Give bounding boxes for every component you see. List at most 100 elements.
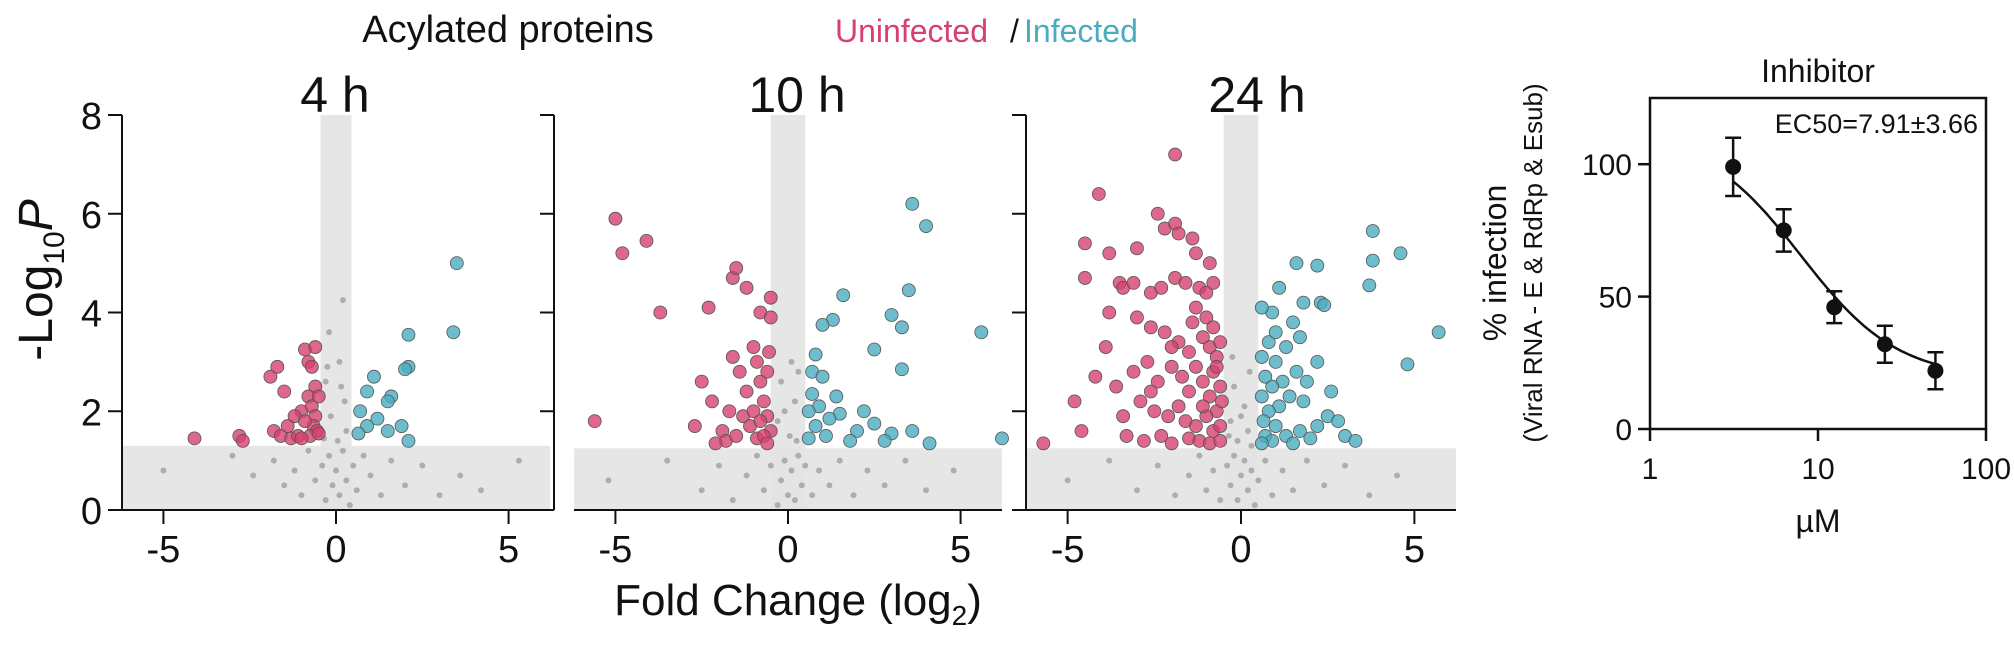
point-nonsignificant [402,482,409,489]
dose-fit-curve [1732,180,1936,366]
point-infected [353,404,368,419]
point-uninfected [1215,394,1229,409]
dose-y-tick-label: 0 [1615,414,1632,447]
point-uninfected [608,211,623,226]
point-nonsignificant [798,482,805,489]
figure-title: Acylated proteins [362,9,654,51]
point-nonsignificant [324,363,331,370]
point-infected [1324,384,1339,399]
point-infected [895,362,909,377]
point-nonsignificant [436,492,443,499]
point-uninfected [1102,246,1117,261]
point-uninfected [1213,419,1228,433]
point-infected [401,327,416,342]
y-tick-label: 4 [81,294,102,336]
point-infected [1348,433,1363,448]
dose-point [1927,362,1944,379]
point-infected [1265,379,1280,394]
point-uninfected [1102,305,1117,320]
point-infected [901,283,916,298]
point-infected [1258,369,1273,384]
point-uninfected [1140,354,1155,369]
point-uninfected [1154,429,1169,443]
point-uninfected [732,364,747,379]
point-uninfected [756,394,771,409]
point-infected [815,317,830,332]
point-nonsignificant [367,472,374,479]
point-infected [974,325,989,340]
point-nonsignificant [1394,472,1401,479]
point-uninfected [1182,345,1196,359]
point-nonsignificant [312,477,319,484]
point-uninfected [739,384,754,399]
point-nonsignificant [333,467,339,474]
volcano-panel-10h: -5 0 5 10 h [540,67,1009,571]
point-infected [380,394,395,409]
nonsignificant-zone [1026,448,1456,510]
point-uninfected [308,340,323,354]
point-uninfected [1213,335,1228,350]
point-nonsignificant [270,457,277,464]
point-uninfected [746,340,761,354]
point-infected [919,219,933,233]
point-nonsignificant [322,378,329,385]
point-nonsignificant [1224,462,1231,469]
point-uninfected [311,389,326,404]
point-nonsignificant [778,477,785,484]
point-infected [1254,300,1269,315]
point-nonsignificant [1279,467,1286,474]
point-uninfected [750,354,764,369]
point-nonsignificant [326,452,333,459]
point-infected [401,433,416,448]
point-infected [1303,431,1318,446]
point-uninfected [280,419,295,433]
x-tick-label: 0 [325,529,346,571]
point-uninfected [311,426,326,441]
point-uninfected [1147,404,1162,419]
dose-point [1725,158,1742,175]
point-infected [829,389,844,404]
point-uninfected [763,310,778,325]
y-label-italic: P [10,199,63,231]
point-uninfected [1154,280,1169,295]
point-infected [877,433,892,448]
point-nonsignificant [377,492,384,499]
point-nonsignificant [1154,462,1161,469]
point-nonsignificant [778,378,785,385]
point-uninfected [1126,364,1141,379]
point-uninfected [1171,399,1186,414]
point-nonsignificant [1225,432,1232,439]
point-infected [895,320,909,335]
point-nonsignificant [1234,437,1241,444]
point-infected [905,196,920,211]
y-tick-label: 8 [81,96,102,138]
point-uninfected [1206,320,1221,335]
point-nonsignificant [864,467,871,474]
point-infected [808,347,823,362]
x-label-close: ) [967,576,982,625]
point-nonsignificant [1255,477,1262,484]
point-nonsignificant [281,482,288,489]
dose-y-tick-label: 50 [1599,282,1632,315]
point-nonsignificant [1231,383,1238,390]
point-nonsignificant [388,457,395,464]
point-nonsignificant [1231,452,1238,459]
point-infected [1296,295,1311,310]
point-uninfected [1109,379,1124,394]
point-uninfected [1130,241,1144,256]
point-uninfected [587,414,602,429]
panel-title: 24 h [1208,67,1305,123]
point-uninfected [1150,206,1165,221]
point-uninfected [1206,275,1221,290]
point-nonsignificant [327,413,334,420]
point-uninfected [1164,436,1179,451]
point-nonsignificant [664,457,671,464]
dose-y-axis-label: % infection [1477,185,1513,342]
point-nonsignificant [329,482,336,489]
point-infected [819,429,833,443]
point-uninfected [1091,187,1106,201]
point-uninfected [1143,384,1158,399]
point-uninfected [1195,330,1210,345]
point-infected [1289,364,1304,379]
fold-change-band [320,115,352,510]
